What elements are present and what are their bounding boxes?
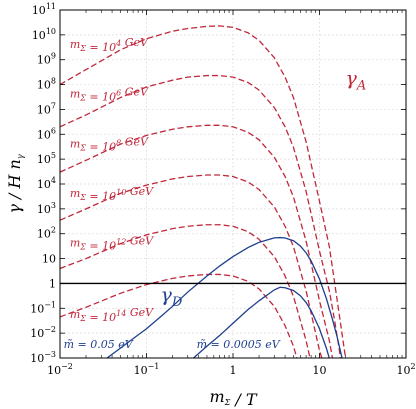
x-tick-label: 1 — [230, 364, 237, 377]
series-layer — [60, 25, 347, 358]
series-m-10-8-gev — [60, 124, 334, 358]
annotation-m-0-0005-ev: m̃ = 0.0005 eV — [197, 338, 281, 351]
annotation-m-10-4-gev: mΣ = 104 GeV — [70, 36, 149, 54]
y-tick-label: 10 — [42, 253, 56, 266]
axis-titles: mΣ / T γ / H nγ — [5, 154, 258, 409]
y-tick-label: 1011 — [32, 2, 56, 17]
x-tick-label: 10−1 — [134, 362, 160, 377]
y-tick-label: 10−2 — [30, 325, 56, 340]
ticks-layer: 10−2 10−1 1 10 10210−310−210−111010210310410… — [30, 2, 415, 377]
annotation-m-10-10-gev: mΣ = 1010 GeV — [70, 185, 154, 203]
annotation-m-10-8-gev: mΣ = 108 GeV — [70, 135, 149, 153]
y-tick-label: 10−1 — [30, 300, 56, 315]
annotation-gamma-d: γD — [160, 284, 182, 310]
y-axis-title: γ / H nγ — [5, 154, 25, 213]
y-tick-label: 109 — [37, 52, 56, 67]
annotation-m-10-14-gev: mΣ = 1014 GeV — [70, 306, 154, 324]
series-m-10-6-gev — [60, 74, 342, 358]
y-tick-label: 10−3 — [30, 350, 56, 365]
x-tick-label: 102 — [396, 362, 415, 377]
series-m-0-05-ev — [106, 236, 343, 358]
x-tick-label: 10−2 — [47, 362, 73, 377]
annotation-m-10-6-gev: mΣ = 106 GeV — [70, 86, 149, 104]
series-m-10-10-gev — [60, 174, 323, 358]
annotation-m-0-05-ev: m̃ = 0.05 eV — [64, 338, 134, 351]
series-m-0-0005-ev — [193, 286, 330, 358]
series-m-10-14-gev — [60, 273, 298, 358]
series-m-10-4-gev — [60, 25, 347, 358]
series-m-10-12-gev — [60, 224, 311, 358]
y-tick-label: 1 — [49, 277, 56, 290]
annotations-layer: γA γD mΣ = 104 GeV mΣ = 106 GeV mΣ = 108 GeV… — [64, 36, 367, 351]
x-tick-label: 10 — [313, 364, 327, 377]
x-axis-title: mΣ / T — [209, 387, 257, 409]
y-tick-label: 106 — [37, 126, 56, 141]
y-tick-label: 102 — [37, 226, 56, 241]
annotation-m-10-12-gev: mΣ = 1012 GeV — [70, 235, 154, 253]
y-tick-label: 1010 — [32, 27, 56, 42]
y-tick-label: 105 — [37, 151, 56, 166]
y-tick-label: 107 — [37, 101, 56, 116]
annotation-gamma-a: γA — [346, 68, 367, 94]
y-tick-label: 103 — [37, 201, 56, 216]
y-tick-label: 104 — [37, 176, 56, 191]
y-tick-label: 108 — [37, 77, 56, 92]
grid — [59, 9, 407, 359]
